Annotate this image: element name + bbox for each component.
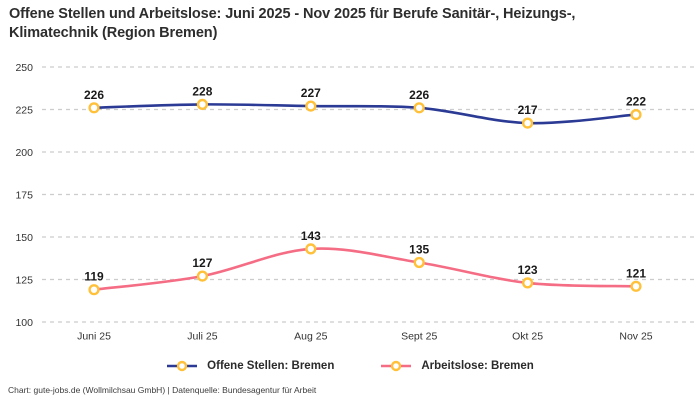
data-point-value-label: 226 <box>84 88 104 102</box>
chart-source-footer: Chart: gute-jobs.de (Wollmilchsau GmbH) … <box>8 385 317 395</box>
data-point-marker[interactable] <box>88 284 100 296</box>
y-axis-tick-label: 225 <box>15 104 33 116</box>
data-point-value-label: 127 <box>192 256 212 270</box>
data-point-value-label: 227 <box>301 86 321 100</box>
legend-swatch-line-icon <box>381 360 412 372</box>
data-point-value-label: 217 <box>518 103 538 117</box>
chart-title: Offene Stellen und Arbeitslose: Juni 202… <box>9 6 576 41</box>
legend-label-offene-stellen: Offene Stellen: Bremen <box>207 360 335 372</box>
data-point-marker[interactable] <box>196 270 209 282</box>
data-point-value-label: 228 <box>192 84 212 98</box>
x-axis-tick-label: Nov 25 <box>619 331 652 343</box>
y-axis-tick-label: 250 <box>15 62 33 74</box>
data-point-value-label: 121 <box>626 266 646 280</box>
y-axis-tick-label: 125 <box>15 274 33 286</box>
series-line-0 <box>92 103 638 125</box>
data-point-marker[interactable] <box>630 108 642 121</box>
data-point-value-label: 222 <box>626 95 646 109</box>
y-axis-tick-label: 175 <box>15 189 33 201</box>
x-axis-tick-label: Sept 25 <box>401 331 437 343</box>
data-point-marker[interactable] <box>413 256 425 269</box>
data-point-marker[interactable] <box>305 243 317 255</box>
y-axis-tick-label: 100 <box>15 317 33 329</box>
data-point-marker[interactable] <box>196 98 209 111</box>
legend-label-arbeitslose: Arbeitslose: Bremen <box>421 360 534 372</box>
y-axis-tick-label: 150 <box>15 232 33 244</box>
data-point-marker[interactable] <box>88 102 100 114</box>
legend-item-arbeitslose[interactable]: Arbeitslose: Bremen <box>380 360 534 372</box>
x-axis-tick-label: Aug 25 <box>294 331 327 343</box>
x-axis-tick-label: Juli 25 <box>187 331 218 343</box>
x-axis-tick-label: Juni 25 <box>77 331 111 343</box>
legend-swatch-line-icon <box>167 360 198 372</box>
data-point-value-label: 135 <box>409 243 429 257</box>
data-point-value-label: 119 <box>84 270 104 284</box>
data-point-marker[interactable] <box>521 117 534 129</box>
data-point-marker[interactable] <box>521 277 534 289</box>
legend-item-offene-stellen[interactable]: Offene Stellen: Bremen <box>166 360 334 372</box>
x-axis-tick-label: Okt 25 <box>512 331 543 343</box>
data-point-marker[interactable] <box>630 280 642 292</box>
chart-legend: Offene Stellen: Bremen Arbeitslose: Brem… <box>0 355 700 377</box>
data-point-value-label: 143 <box>301 229 321 243</box>
data-point-value-label: 226 <box>409 88 429 102</box>
data-point-value-label: 123 <box>518 263 538 277</box>
data-point-marker[interactable] <box>413 102 425 114</box>
data-point-marker[interactable] <box>305 100 317 112</box>
series-line-1 <box>92 247 638 291</box>
y-axis-tick-label: 200 <box>15 147 33 159</box>
